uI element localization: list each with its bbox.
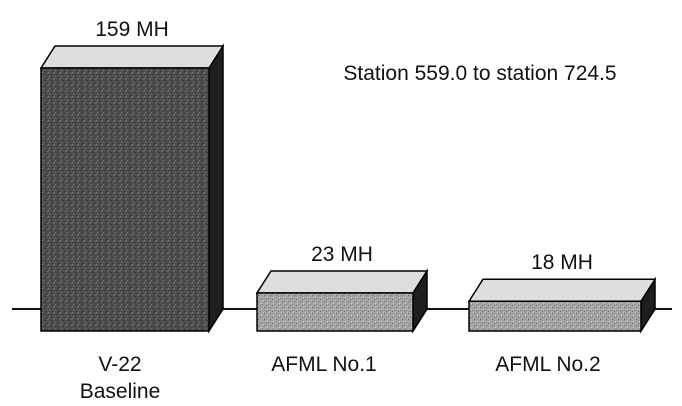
bar-3 [467,276,657,334]
category-label: AFML No.1 [271,353,376,376]
bar-front-face [468,300,642,332]
bar-side-face [208,43,224,334]
bar-front-face [256,292,414,332]
bar-top-face [467,278,657,302]
value-label: 159 MH [95,18,169,41]
bar-2 [255,268,429,334]
value-label: 18 MH [531,251,593,274]
value-label: 23 MH [311,243,373,266]
bar-top-face [255,270,429,294]
category-label: V-22 [98,353,141,376]
category-label: AFML No.2 [495,353,600,376]
bar-top-face [39,45,225,69]
category-label-line2: Baseline [80,380,161,403]
bar-1 [39,43,225,334]
bar-front-face [40,67,210,332]
chart-annotation: Station 559.0 to station 724.5 [343,62,616,85]
